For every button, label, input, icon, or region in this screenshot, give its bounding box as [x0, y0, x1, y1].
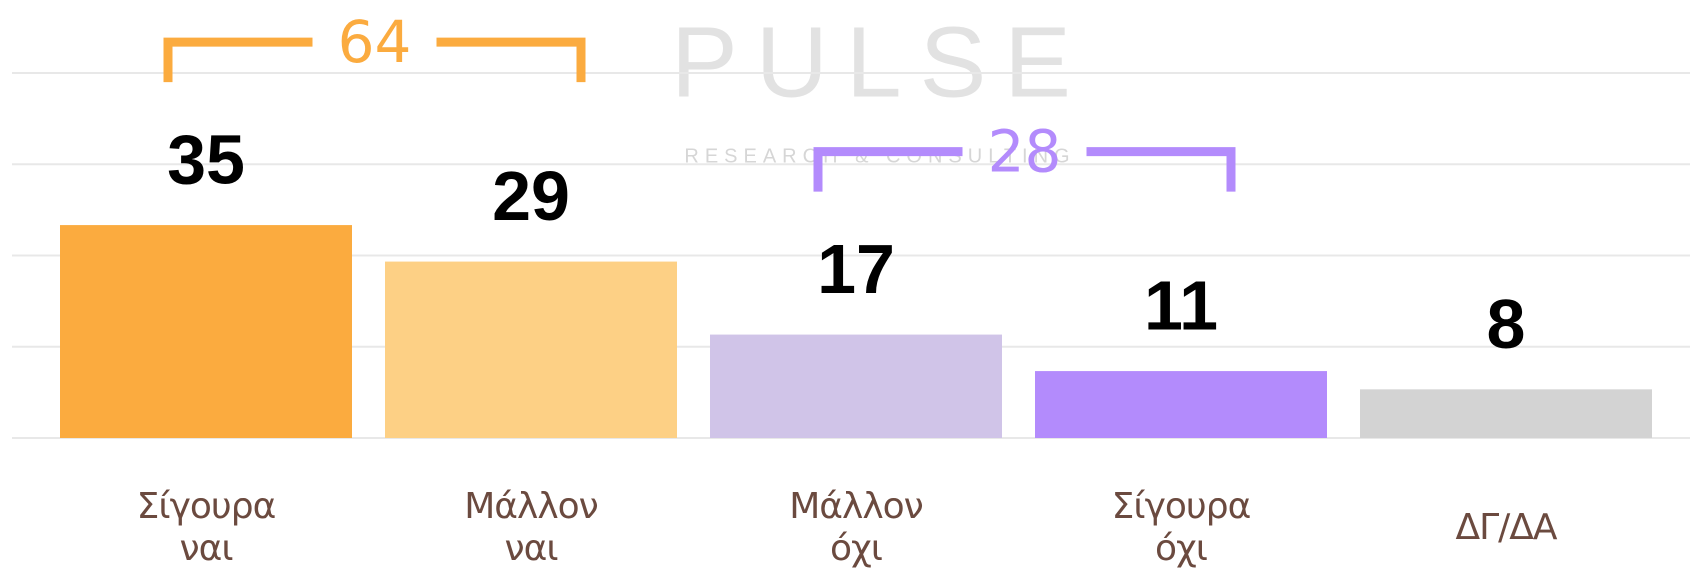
- value-label: 8: [1487, 285, 1526, 363]
- x-tick-label: Σίγουρα όχι: [1111, 486, 1252, 569]
- bar: [1035, 371, 1327, 438]
- watermark: PULSE: [671, 6, 1089, 118]
- bracket: [813, 147, 1236, 192]
- value-label: 35: [167, 121, 245, 199]
- x-tick-label: Σίγουρα ναι: [136, 486, 277, 569]
- bracket-label: 28: [988, 118, 1062, 186]
- value-label: 11: [1144, 267, 1218, 345]
- x-tick-label: ΔΓ/ΔΑ: [1455, 507, 1557, 548]
- value-label: 29: [492, 157, 570, 235]
- bar: [385, 261, 677, 438]
- bar: [710, 334, 1002, 438]
- bar: [60, 225, 352, 438]
- bracket: [163, 37, 586, 83]
- watermark-sub: RESEARCH & CONSULTING: [684, 145, 1075, 167]
- x-tick-label: Μάλλον όχι: [789, 486, 924, 569]
- value-label: 17: [817, 230, 895, 308]
- bar: [1360, 389, 1652, 438]
- bracket-label: 64: [338, 8, 412, 76]
- x-tick-label: Μάλλον ναι: [464, 486, 599, 569]
